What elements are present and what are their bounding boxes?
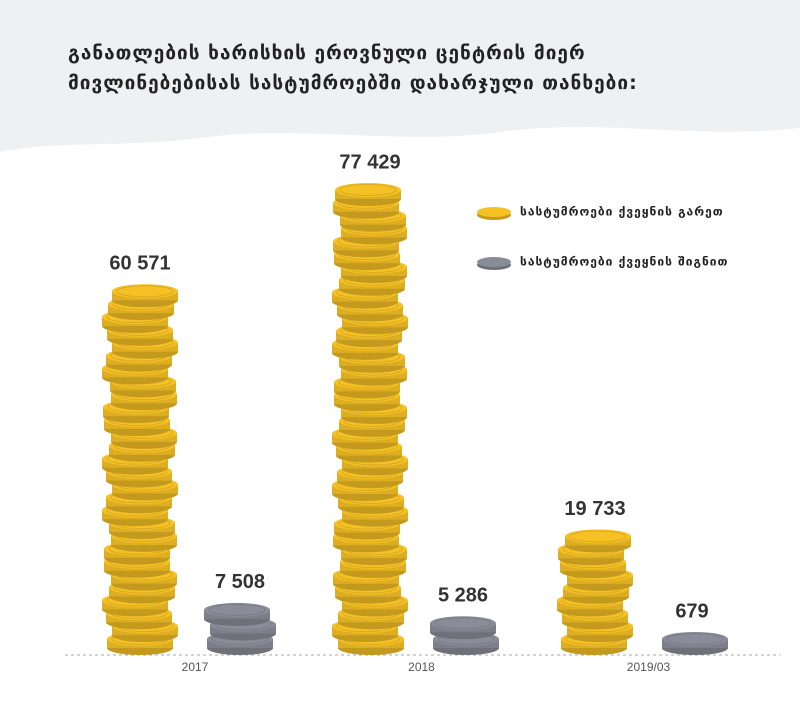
value-label: 7 508 xyxy=(215,571,265,593)
coin-stack xyxy=(102,284,178,655)
coin-face xyxy=(430,616,496,631)
value-label: 60 571 xyxy=(109,253,170,275)
x-tick-label: 2019/03 xyxy=(627,660,671,674)
chart-title: განათლების ხარისხის ეროვნული ცენტრის მიე… xyxy=(68,42,638,94)
value-label: 19 733 xyxy=(564,498,625,520)
coin-stack xyxy=(204,602,276,655)
coin-ring xyxy=(116,285,174,298)
value-label: 679 xyxy=(675,600,708,622)
legend-item: სასტუმროები ქვეყნის გარეთ xyxy=(477,205,724,220)
coin-face xyxy=(565,529,631,544)
coin-ring xyxy=(434,617,492,630)
coin-stack xyxy=(662,632,728,655)
legend-label: სასტუმროები ქვეყნის გარეთ xyxy=(520,205,724,219)
value-label: 5 286 xyxy=(438,585,488,607)
x-tick-label: 2018 xyxy=(408,660,435,674)
legend-swatch xyxy=(477,207,511,217)
legend-swatch xyxy=(477,257,511,267)
coin-face xyxy=(335,183,401,197)
coin-face xyxy=(112,284,178,299)
coin-stack xyxy=(557,529,633,655)
header-background xyxy=(0,0,800,152)
x-tick-label: 2017 xyxy=(182,660,209,674)
coin-face xyxy=(204,602,270,617)
coin-stack xyxy=(430,616,499,655)
coin-stack xyxy=(332,183,408,655)
coin-ring xyxy=(666,633,724,645)
legend-label: სასტუმროები ქვეყნის შიგნით xyxy=(520,255,728,269)
coin-ring xyxy=(569,530,627,543)
value-label: 77 429 xyxy=(339,151,400,173)
legend-item: სასტუმროები ქვეყნის შიგნით xyxy=(477,255,728,270)
coin-ring xyxy=(208,603,266,616)
coin-ring xyxy=(339,184,397,196)
coin-face xyxy=(662,632,728,646)
